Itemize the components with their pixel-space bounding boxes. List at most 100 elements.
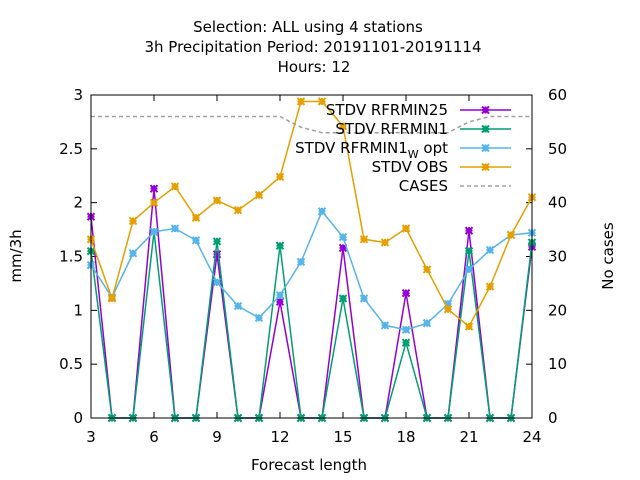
y-tick-label: 2 — [73, 194, 83, 212]
data-point — [296, 97, 306, 106]
title-line-1: Selection: ALL using 4 stations — [193, 18, 423, 36]
x-tick-label: 15 — [333, 428, 352, 446]
data-point — [170, 182, 180, 191]
legend-entry: STDV OBS — [372, 158, 511, 176]
series-line — [90, 100, 533, 328]
data-point — [464, 246, 474, 256]
data-point — [338, 122, 348, 131]
series-1 — [86, 184, 537, 423]
data-point — [212, 237, 222, 246]
title-line-3: Hours: 12 — [278, 58, 351, 76]
y-tick-labels: 0 0.5 1 1.5 2 2.5 3 — [59, 86, 83, 427]
data-point — [485, 282, 495, 291]
data-point — [275, 297, 285, 306]
data-point — [464, 322, 474, 331]
legend-marker — [481, 162, 490, 172]
y2-tick-label: 50 — [548, 140, 567, 158]
data-point — [338, 232, 348, 242]
title-line-2: 3h Precipitation Period: 20191101-201911… — [144, 38, 481, 56]
legend-subscript: W — [408, 148, 419, 161]
x-axis-label: Forecast length — [251, 456, 367, 474]
data-point — [401, 325, 411, 334]
data-point — [485, 245, 495, 255]
data-point — [464, 265, 474, 274]
data-point — [275, 241, 285, 250]
data-point — [422, 265, 432, 274]
y-tick-label: 2.5 — [59, 140, 83, 158]
series-5 — [91, 115, 532, 134]
data-point — [443, 299, 453, 309]
data-point — [233, 301, 243, 311]
y2-tick-label: 10 — [548, 355, 567, 373]
data-point — [128, 216, 138, 226]
legend-entry: STDV RFRMIN1 — [335, 120, 511, 138]
series-3 — [86, 207, 537, 334]
x-tick-label: 3 — [86, 428, 96, 446]
data-point — [317, 207, 327, 216]
y2-tick-labels: 0 10 20 30 40 50 60 — [548, 86, 567, 427]
y2-tick-label: 60 — [548, 86, 567, 104]
data-point — [212, 250, 222, 259]
data-point — [275, 291, 285, 300]
data-point — [191, 236, 201, 245]
data-point — [464, 226, 474, 235]
data-point — [233, 205, 243, 215]
legend-marker — [481, 124, 490, 134]
y2-axis-label: No cases — [599, 222, 617, 290]
data-point — [128, 249, 138, 258]
series-line — [90, 188, 533, 419]
series-line — [91, 115, 532, 134]
y-tick-label: 1.5 — [59, 248, 83, 266]
x-tick-label: 9 — [212, 428, 222, 446]
plot-frame — [90, 94, 533, 419]
data-point — [149, 227, 159, 236]
data-point — [191, 213, 201, 222]
data-point — [254, 313, 264, 323]
data-point — [212, 278, 222, 287]
y2-tick-label: 20 — [548, 301, 567, 319]
data-point — [338, 294, 348, 303]
data-point — [296, 257, 306, 267]
data-point — [149, 198, 159, 207]
data-point — [380, 238, 390, 247]
x-tick-labels: 3 6 9 12 15 18 21 24 — [86, 428, 541, 446]
legend-marker — [481, 143, 490, 153]
data-point — [170, 224, 180, 233]
data-point — [401, 288, 411, 298]
y-tick-label: 0.5 — [59, 355, 83, 373]
data-point — [212, 196, 222, 205]
legend-label: STDV RFRMIN1 — [335, 120, 448, 138]
series-line — [90, 209, 533, 331]
series-4 — [86, 97, 537, 331]
legend-label: CASES — [399, 177, 448, 195]
y-tick-label: 3 — [73, 86, 83, 104]
data-point — [359, 235, 369, 244]
legend-label: STDV OBS — [372, 158, 448, 176]
data-point — [401, 338, 411, 347]
data-point — [107, 294, 117, 303]
legend-entry: CASES — [399, 177, 511, 195]
legend-label: STDV RFRMIN25 — [326, 101, 448, 119]
y-tick-label: 0 — [73, 409, 83, 427]
data-point — [317, 97, 327, 106]
y2-tick-label: 40 — [548, 194, 567, 212]
legend-suffix: opt — [419, 139, 448, 157]
x-tick-label: 12 — [270, 428, 289, 446]
y2-tick-label: 30 — [548, 248, 567, 266]
x-tick-label: 24 — [522, 428, 541, 446]
data-point — [149, 184, 159, 193]
data-point — [401, 224, 411, 233]
y-tick-label: 1 — [73, 301, 83, 319]
data-point — [275, 172, 285, 182]
x-tick-label: 21 — [459, 428, 478, 446]
y2-tick-label: 0 — [548, 409, 558, 427]
chart-title: Selection: ALL using 4 stations 3h Preci… — [144, 18, 481, 76]
data-point — [359, 294, 369, 303]
data-point — [422, 319, 432, 328]
x-tick-label: 6 — [149, 428, 159, 446]
data-point — [380, 321, 390, 330]
legend-marker — [481, 105, 490, 115]
data-point — [506, 230, 516, 240]
